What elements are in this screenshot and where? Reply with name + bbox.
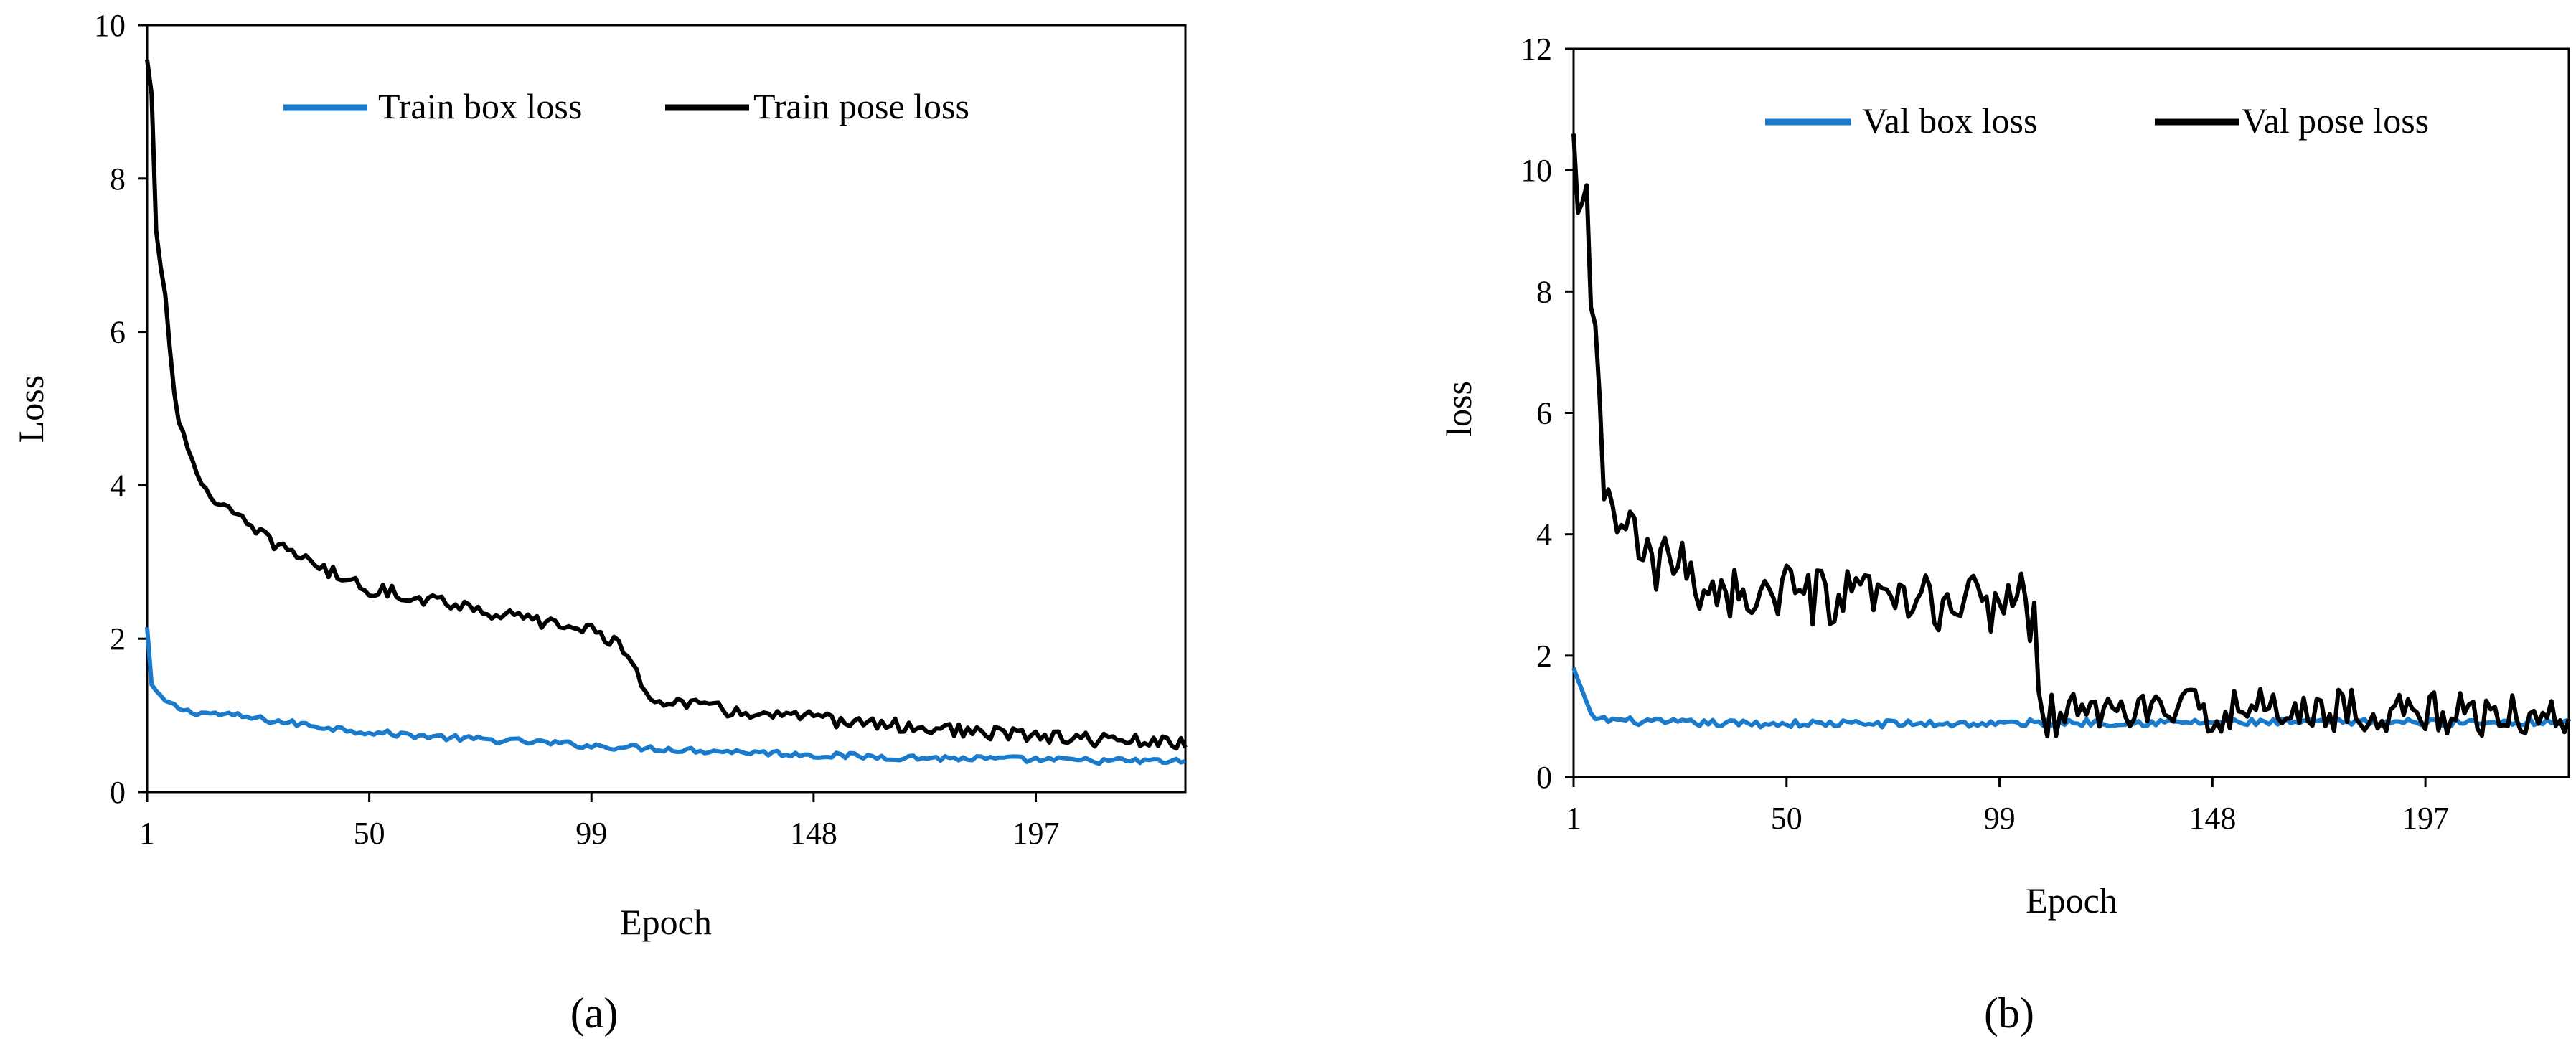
panel-b-label: (b): [1984, 989, 2034, 1037]
panel-a-x-tick-label: 197: [1012, 816, 1059, 851]
panel-b-series-line-val-box-loss: [1571, 667, 2570, 730]
panel-a-chart: 0 2 4 6 8 10 1 50 99 148 197 Loss Epoch Train box…: [11, 8, 1188, 1037]
panel-a-y-tick-label: 8: [110, 161, 126, 197]
panel-a-legend-label-train-pose: Train pose loss: [753, 86, 969, 126]
panel-a-x-tick-label: 99: [575, 816, 607, 851]
panel-b-y-tick-label: 0: [1536, 760, 1552, 795]
panel-a-series-line-train-pose-loss: [145, 59, 1188, 751]
panel-b-y-tick-label: 4: [1536, 517, 1552, 552]
panel-b-x-tick-label: 148: [2189, 801, 2236, 836]
panel-b-x-axis-title: Epoch: [2026, 880, 2117, 921]
panel-a-x-axis-title: Epoch: [620, 902, 712, 942]
panel-b-y-axis-title: loss: [1439, 381, 1479, 437]
panel-a-label: (a): [570, 989, 619, 1037]
panel-b-legend: Val box loss Val pose loss: [1765, 100, 2429, 141]
panel-b-y-tick-label: 2: [1536, 639, 1552, 674]
panel-a-legend: Train box loss Train pose loss: [283, 86, 969, 126]
panel-b-chart: 0 2 4 6 8 10 12 1 50 99 148 197 loss Epoch Val box…: [1439, 32, 2571, 1037]
panel-a-y-tick-label: 4: [110, 468, 126, 503]
panel-b-y-tick-label: 8: [1536, 274, 1552, 309]
panel-a-y-tick-label: 0: [110, 775, 126, 810]
panel-a-plot-area: [146, 24, 1187, 794]
panel-b-legend-label-val-box: Val box loss: [1862, 100, 2037, 141]
panel-b-plot-area: [1572, 47, 2570, 778]
panel-b-series-line-val-pose-loss: [1571, 133, 2571, 739]
panel-b-x-tick-label: 99: [1984, 801, 2016, 836]
panel-b-y-tick-label: 10: [1520, 153, 1552, 188]
panel-a-y-tick-label: 2: [110, 621, 126, 656]
panel-b-x-tick-label: 197: [2402, 801, 2449, 836]
panel-a-series-line-train-box-loss: [145, 626, 1186, 766]
panel-b-x-tick-label: 50: [1771, 801, 1802, 836]
panel-b-y-tick-label: 6: [1536, 396, 1552, 431]
panel-b-x-tick-label: 1: [1566, 801, 1581, 836]
panel-a-y-axis-title: Loss: [11, 375, 51, 443]
panel-a-x-tick-label: 50: [354, 816, 385, 851]
panel-a-y-tick-label: 6: [110, 315, 126, 350]
panel-a-x-tick-label: 148: [790, 816, 837, 851]
panel-b-y-tick-label: 12: [1520, 32, 1552, 67]
panel-a-x-tick-label: 1: [139, 816, 155, 851]
panel-a-legend-label-train-box: Train box loss: [378, 86, 582, 126]
panel-a-y-tick-label: 10: [94, 8, 126, 43]
panel-b-legend-label-val-pose: Val pose loss: [2242, 100, 2429, 141]
